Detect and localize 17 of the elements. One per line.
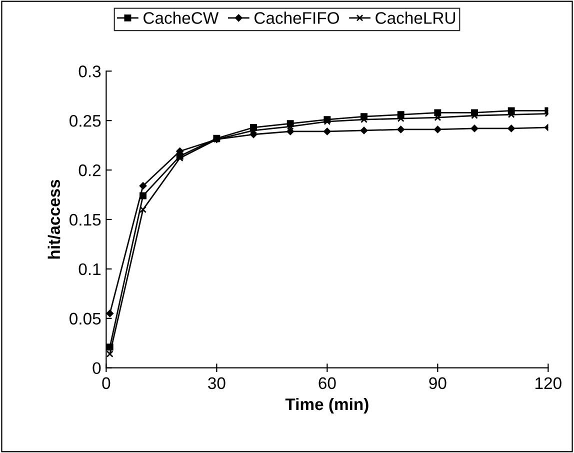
x-axis-title: Time (min) [285, 398, 368, 414]
x-tick-label: 90 [429, 377, 446, 390]
legend-label: CacheFIFO [254, 12, 339, 24]
y-tick-label: 0.15 [70, 214, 101, 226]
legend-label: CacheLRU [376, 12, 456, 24]
x-tick-label: 60 [318, 377, 336, 390]
y-tick-label: 0.3 [78, 66, 101, 78]
y-tick-label: 0.1 [78, 263, 101, 276]
legend-label: CacheCW [144, 12, 219, 24]
y-tick-label: 0.2 [78, 164, 100, 176]
x-tick-label: 0 [102, 377, 110, 390]
x-tick-label: 120 [536, 377, 562, 390]
y-tick-label: 0 [92, 362, 101, 374]
y-axis-title: hit/access [48, 180, 60, 259]
x-tick-label: 30 [208, 377, 226, 390]
y-tick-label: 0.05 [70, 312, 101, 325]
y-tick-label: 0.25 [70, 114, 101, 127]
